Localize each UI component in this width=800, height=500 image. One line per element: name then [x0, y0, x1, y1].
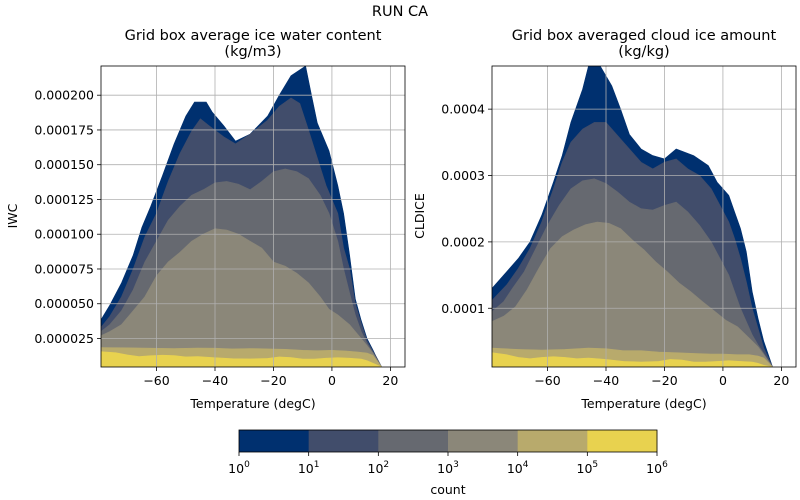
- panel-iwc-bands: [101, 66, 382, 367]
- panel-iwc-title-line2: (kg/m3): [224, 44, 281, 60]
- y-tick-label: 0.000125: [34, 192, 94, 207]
- x-tick-label: −60: [143, 373, 169, 388]
- y-tick-label: 0.0004: [441, 102, 485, 117]
- panel-cldice-frame: [491, 65, 797, 368]
- count-band-4: [101, 228, 382, 367]
- x-tick-label: −40: [593, 373, 619, 388]
- panel-iwc-frame: [100, 65, 406, 368]
- count-band-4: [492, 221, 773, 367]
- panel-cldice-bands: [492, 66, 773, 367]
- y-tick-label: 0.000175: [34, 122, 94, 137]
- y-tick-label: 0.000050: [34, 296, 94, 311]
- y-tick-label: 0.000025: [34, 331, 94, 346]
- panel-cldice-ylabel: CLDICE: [412, 193, 427, 239]
- x-tick-label: 0: [328, 373, 336, 388]
- colorbar-tick-label: 105: [577, 460, 599, 476]
- y-tick-label: 0.000200: [34, 88, 94, 103]
- panel-cldice-title-line2: (kg/kg): [618, 44, 669, 60]
- colorbar-tick-label: 100: [228, 460, 250, 476]
- panel-cldice-title-line1: Grid box averaged cloud ice amount: [512, 28, 777, 44]
- panel-iwc-ylabel: IWC: [5, 203, 20, 228]
- x-tick-label: −20: [260, 373, 286, 388]
- x-tick-label: −40: [202, 373, 228, 388]
- panel-cldice: Grid box averaged cloud ice amount (kg/k…: [412, 28, 797, 411]
- panel-iwc: Grid box average ice water content (kg/m…: [5, 28, 406, 411]
- panel-iwc-grid: [101, 66, 405, 367]
- figure-suptitle: RUN CA: [372, 4, 428, 20]
- colorbar-swatch-5: [517, 430, 588, 452]
- x-tick-label: −20: [651, 373, 677, 388]
- colorbar-swatch-6: [587, 430, 658, 452]
- colorbar-tick-label: 103: [437, 460, 459, 476]
- colorbar-tick-label: 101: [298, 460, 320, 476]
- x-tick-label: 0: [719, 373, 727, 388]
- colorbar-tick-label: 106: [646, 460, 668, 476]
- panel-cldice-grid: [492, 66, 796, 367]
- y-tick-label: 0.0002: [441, 234, 485, 249]
- colorbar-tick-label: 104: [507, 460, 529, 476]
- x-tick-label: 20: [382, 373, 398, 388]
- colorbar-swatch-4: [448, 430, 519, 452]
- panel-cldice-xlabel: Temperature (degC): [580, 396, 706, 411]
- count-band-6: [101, 351, 382, 367]
- colorbar-swatch-1: [239, 430, 310, 452]
- panel-iwc-title-line1: Grid box average ice water content: [125, 28, 382, 44]
- count-band-6: [492, 352, 773, 367]
- colorbar-tick-label: 102: [368, 460, 390, 476]
- colorbar-label: count: [430, 482, 465, 497]
- y-tick-label: 0.0003: [441, 168, 485, 183]
- x-tick-label: 20: [773, 373, 789, 388]
- colorbar: count 100 101 102 103 104 105 106: [228, 429, 668, 497]
- y-tick-label: 0.000150: [34, 157, 94, 172]
- panel-iwc-xlabel: Temperature (degC): [189, 396, 315, 411]
- colorbar-swatch-2: [308, 430, 379, 452]
- y-tick-label: 0.000075: [34, 261, 94, 276]
- y-tick-label: 0.0001: [441, 301, 485, 316]
- x-tick-label: −60: [534, 373, 560, 388]
- colorbar-swatch-3: [378, 430, 449, 452]
- y-tick-label: 0.000100: [34, 227, 94, 242]
